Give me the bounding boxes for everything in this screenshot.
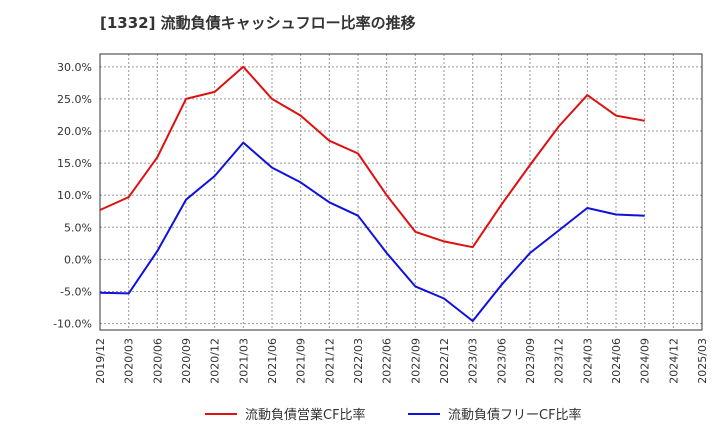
legend-label-1: 流動負債営業CF比率 <box>245 407 366 423</box>
y-tick-label: 5.0% <box>64 221 92 234</box>
y-tick-label: 20.0% <box>57 125 92 138</box>
y-tick-label: 10.0% <box>57 189 92 202</box>
x-tick-label: 2024/09 <box>639 338 652 384</box>
y-tick-label: 30.0% <box>57 61 92 74</box>
x-tick-label: 2022/06 <box>381 338 394 384</box>
x-tick-label: 2024/12 <box>667 338 680 384</box>
x-tick-label: 2020/09 <box>180 338 193 384</box>
series-line-1 <box>99 65 645 249</box>
y-tick-label: 15.0% <box>57 157 92 170</box>
x-tick-label: 2023/06 <box>495 338 508 384</box>
y-tick-label: 0.0% <box>64 253 92 266</box>
y-tick-label: -10.0% <box>53 318 92 331</box>
x-tick-label: 2023/09 <box>524 338 537 384</box>
x-tick-label: 2024/06 <box>610 338 623 384</box>
legend-label-2: 流動負債フリーCF比率 <box>448 407 582 423</box>
chart-title: [1332] 流動負債キャッシュフロー比率の推移 <box>100 14 416 32</box>
y-tick-label: 25.0% <box>57 93 92 106</box>
x-tick-label: 2022/09 <box>409 338 422 384</box>
x-tick-label: 2021/03 <box>237 338 250 384</box>
x-tick-label: 2024/03 <box>581 338 594 384</box>
x-tick-label: 2021/09 <box>295 338 308 384</box>
x-tick-label: 2019/12 <box>94 338 107 384</box>
x-tick-label: 2023/12 <box>553 338 566 384</box>
x-tick-label: 2020/03 <box>123 338 136 384</box>
x-tick-label: 2021/06 <box>266 338 279 384</box>
x-tick-label: 2025/03 <box>696 338 709 384</box>
plot-area <box>100 54 702 330</box>
series-line-2 <box>99 141 645 322</box>
x-tick-label: 2023/03 <box>467 338 480 384</box>
y-tick-label: -5.0% <box>60 285 92 298</box>
x-tick-label: 2020/12 <box>209 338 222 384</box>
x-tick-label: 2020/06 <box>151 338 164 384</box>
plot-frame <box>99 53 703 331</box>
x-tick-label: 2022/12 <box>438 338 451 384</box>
x-tick-label: 2021/12 <box>323 338 336 384</box>
x-tick-label: 2022/03 <box>352 338 365 384</box>
